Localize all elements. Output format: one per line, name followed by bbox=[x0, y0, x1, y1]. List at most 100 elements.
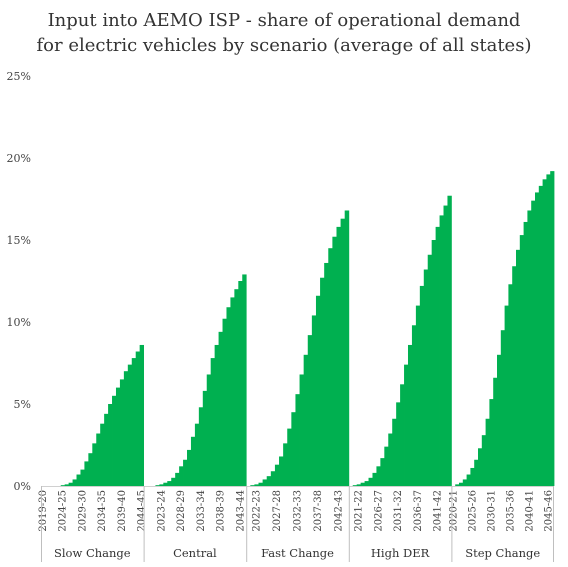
bar-step-change bbox=[478, 448, 483, 486]
bar-fast-change bbox=[291, 412, 296, 486]
bar-slow-change bbox=[80, 469, 85, 486]
group-label: Central bbox=[173, 546, 217, 560]
chart-title-line-1: Input into AEMO ISP - share of operation… bbox=[47, 10, 521, 31]
bar-high-der bbox=[415, 305, 421, 486]
bar-central bbox=[179, 466, 184, 486]
chart-title: Input into AEMO ISP - share of operation… bbox=[0, 8, 568, 58]
bar-central bbox=[183, 459, 188, 486]
bar-fast-change bbox=[266, 476, 272, 486]
bar-slow-change bbox=[88, 453, 93, 486]
bar-central bbox=[238, 281, 243, 486]
bar-fast-change bbox=[287, 428, 292, 486]
bar-central bbox=[187, 449, 192, 486]
bar-high-der bbox=[435, 226, 440, 486]
x-tick-label: 2043-44 bbox=[235, 490, 246, 532]
bar-fast-change bbox=[336, 226, 341, 486]
bar-high-der bbox=[447, 195, 452, 486]
bar-step-change bbox=[542, 179, 547, 486]
bar-slow-change bbox=[64, 484, 70, 486]
bar-high-der bbox=[396, 402, 401, 486]
bar-central bbox=[222, 318, 227, 486]
bar-step-change bbox=[546, 174, 551, 486]
bar-fast-change bbox=[254, 484, 259, 486]
bar-fast-change bbox=[270, 471, 276, 486]
bar-central bbox=[202, 390, 208, 486]
x-tick-label: 2019-20 bbox=[38, 490, 49, 532]
bar-slow-change bbox=[96, 433, 101, 486]
bar-step-change bbox=[508, 284, 513, 486]
x-tick-label: 2024-25 bbox=[58, 490, 69, 532]
bar-high-der bbox=[376, 466, 381, 486]
bar-high-der bbox=[380, 458, 385, 486]
bar-high-der bbox=[356, 484, 362, 486]
x-tick-label: 2036-37 bbox=[413, 490, 424, 532]
x-tick-label: 2031-32 bbox=[393, 490, 404, 532]
bar-step-change bbox=[527, 210, 532, 487]
x-tick-label: 2021-22 bbox=[354, 490, 365, 532]
bar-high-der bbox=[407, 344, 413, 486]
bar-fast-change bbox=[299, 374, 305, 486]
bar-slow-change bbox=[60, 485, 66, 486]
bar-slow-change bbox=[112, 395, 117, 486]
bar-step-change bbox=[519, 235, 524, 486]
bar-step-change bbox=[470, 467, 475, 486]
bar-central bbox=[155, 485, 160, 486]
bar-slow-change bbox=[108, 404, 113, 486]
x-tick-label: 2040-41 bbox=[524, 490, 535, 532]
bar-high-der bbox=[427, 254, 433, 486]
bar-slow-change bbox=[127, 364, 133, 486]
bar-high-der bbox=[400, 384, 405, 486]
bar-central bbox=[234, 289, 239, 486]
bar-slow-change bbox=[72, 479, 77, 486]
bar-step-change bbox=[550, 171, 555, 486]
bar-slow-change bbox=[135, 351, 141, 486]
bar-fast-change bbox=[303, 354, 309, 486]
x-tick-label: 2032-33 bbox=[293, 490, 304, 532]
x-tick-label: 2045-46 bbox=[543, 490, 554, 532]
bar-central bbox=[218, 331, 223, 486]
bar-high-der bbox=[423, 269, 429, 486]
bar-high-der bbox=[368, 477, 373, 486]
bar-high-der bbox=[352, 485, 358, 486]
bar-step-change bbox=[474, 459, 479, 486]
bar-central bbox=[214, 344, 219, 486]
bar-step-change bbox=[516, 249, 521, 486]
bar-step-change bbox=[455, 484, 460, 486]
bar-step-change bbox=[512, 266, 517, 486]
x-tick-label: 2020-21 bbox=[448, 490, 459, 532]
bar-slow-change bbox=[104, 413, 109, 486]
bar-slow-change bbox=[115, 387, 121, 486]
y-tick-label: 15% bbox=[7, 234, 31, 247]
x-tick-label: 2025-26 bbox=[467, 490, 478, 532]
bar-fast-change bbox=[315, 295, 321, 486]
bar-fast-change bbox=[295, 394, 300, 486]
bar-fast-change bbox=[258, 482, 264, 486]
bar-high-der bbox=[388, 433, 393, 486]
bar-high-der bbox=[392, 418, 397, 486]
bar-central bbox=[163, 482, 168, 486]
bar-slow-change bbox=[84, 461, 89, 486]
bar-step-change bbox=[500, 330, 505, 486]
bar-central bbox=[171, 477, 176, 486]
bar-fast-change bbox=[250, 485, 255, 486]
bar-central bbox=[198, 407, 204, 486]
bar-fast-change bbox=[340, 218, 346, 486]
bar-fast-change bbox=[274, 464, 280, 486]
x-tick-label: 2022-23 bbox=[251, 490, 262, 532]
x-tick-label: 2029-30 bbox=[77, 490, 88, 532]
bar-step-change bbox=[538, 185, 543, 486]
bar-step-change bbox=[504, 305, 509, 486]
bar-slow-change bbox=[131, 358, 137, 486]
bar-high-der bbox=[431, 240, 437, 486]
y-tick-label: 20% bbox=[7, 152, 31, 165]
bar-high-der bbox=[360, 482, 365, 486]
bar-high-der bbox=[411, 325, 417, 486]
chart-title-line-2: for electric vehicles by scenario (avera… bbox=[36, 35, 532, 56]
bar-fast-change bbox=[332, 236, 337, 486]
bar-central bbox=[206, 374, 212, 486]
bar-central bbox=[175, 472, 180, 486]
group-label: Slow Change bbox=[54, 546, 131, 560]
x-tick-label: 2044-45 bbox=[137, 490, 148, 532]
bar-fast-change bbox=[279, 456, 284, 486]
